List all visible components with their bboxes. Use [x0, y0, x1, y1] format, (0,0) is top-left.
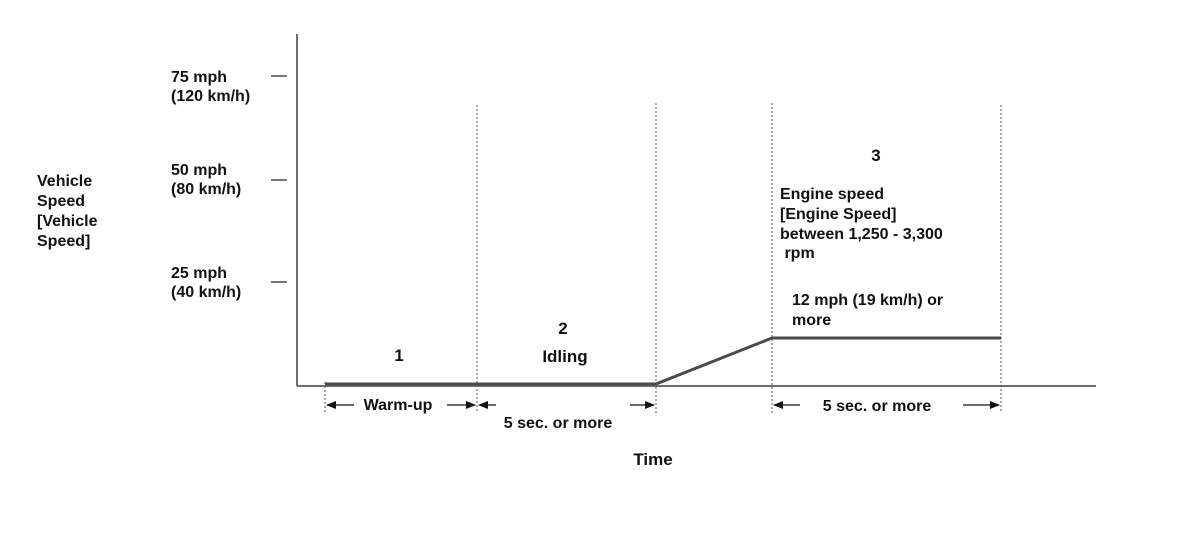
y-axis-title-line-3: [Vehicle: [37, 213, 98, 230]
cruise-speed-line-2: more: [792, 312, 831, 329]
phase-3-number: 3: [871, 146, 880, 165]
engine-speed-line-4: rpm: [780, 245, 815, 262]
y-tick-label-25-kmh: (40 km/h): [171, 284, 241, 301]
phase-1-number: 1: [394, 346, 403, 365]
cruise-speed-line-1: 12 mph (19 km/h) or: [792, 292, 943, 309]
y-tick-label-50-mph: 50 mph: [171, 162, 227, 179]
x-axis-title: Time: [633, 450, 672, 469]
y-tick-label-50-kmh: (80 km/h): [171, 181, 241, 198]
engine-speed-line-3: between 1,250 - 3,300: [780, 226, 943, 243]
cruise-duration: 5 sec. or more: [823, 398, 932, 415]
engine-speed-line-2: [Engine Speed]: [780, 206, 896, 223]
phase-2-label: Idling: [542, 347, 587, 366]
y-axis-title-line-1: Vehicle: [37, 173, 92, 190]
speed-profile-line: [325, 336, 1001, 386]
phase-2-number: 2: [558, 319, 567, 338]
y-axis-title-line-2: Speed: [37, 193, 85, 210]
engine-speed-line-1: Engine speed: [780, 186, 884, 203]
y-tick-label-75-kmh: (120 km/h): [171, 88, 250, 105]
y-tick-label-75-mph: 75 mph: [171, 69, 227, 86]
warmup-label: Warm-up: [364, 397, 433, 414]
idle-duration: 5 sec. or more: [504, 415, 613, 432]
y-tick-label-25-mph: 25 mph: [171, 265, 227, 282]
y-axis-title-line-4: Speed]: [37, 233, 90, 250]
